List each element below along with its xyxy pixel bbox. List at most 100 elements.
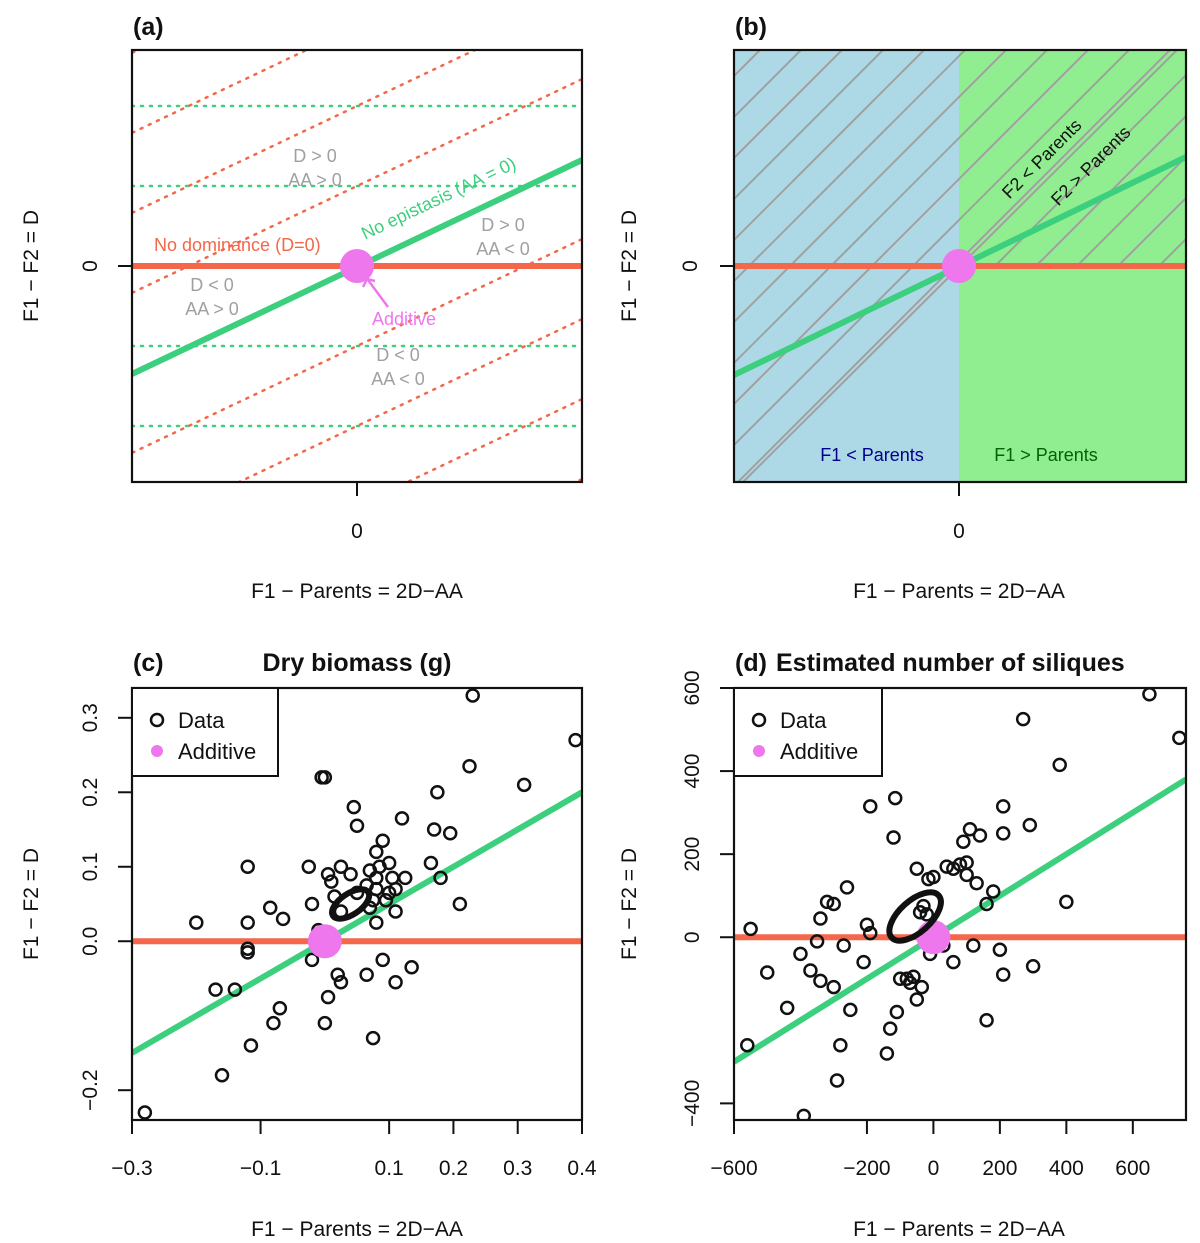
- d-legend-box: [733, 687, 883, 777]
- d-y-axis-label: F1 − F2 = D: [618, 848, 641, 960]
- d-data-point: [839, 880, 855, 895]
- d-data-point: [1172, 730, 1186, 746]
- b-label-f1-less: F1 < Parents: [820, 445, 924, 465]
- b-hatch-line-right-18: [959, 50, 1090, 181]
- c-data-point: [397, 870, 413, 886]
- d-data-point: [995, 826, 1011, 841]
- c-data-point: [240, 915, 255, 930]
- a-additive-point: [340, 249, 374, 283]
- d-data-point: [809, 934, 825, 949]
- d-data-point: [889, 1004, 905, 1020]
- d-data-point: [956, 834, 971, 849]
- d-x-tick-label: 0: [928, 1157, 940, 1180]
- d-data-point: [1052, 757, 1067, 773]
- c-data-point: [465, 688, 480, 703]
- a-dominance-contour-1: [132, 50, 310, 135]
- c-plot-frame: [130, 686, 584, 1122]
- d-data-point: [826, 979, 841, 995]
- a-label-additive: Additive: [372, 309, 436, 329]
- a-dominance-contour-5: [236, 317, 582, 482]
- c-data-point: [346, 799, 362, 815]
- c-y-axis-label: F1 − F2 = D: [20, 848, 43, 960]
- d-legend: Data Additive: [733, 687, 883, 777]
- d-data-point: [979, 896, 994, 912]
- d-no-epistasis-line: [734, 776, 1186, 1065]
- d-data-point: [909, 861, 925, 876]
- c-data-point: [516, 777, 532, 793]
- a-dominance-contour-4: [132, 237, 582, 455]
- d-data-point: [829, 1073, 845, 1088]
- c-data-point: [388, 881, 403, 897]
- b-additive-point: [942, 249, 976, 283]
- d-legend-data-label: Data: [780, 708, 827, 733]
- c-data-point: [378, 893, 394, 908]
- d-legend-additive-label: Additive: [780, 739, 858, 764]
- c-data-point: [359, 967, 374, 983]
- c-no-epistasis-line: [132, 789, 582, 1056]
- c-data-point: [137, 1105, 153, 1120]
- a-y-axis-label: F1 − F2 = D: [20, 210, 43, 322]
- d-data-point: [979, 1013, 994, 1028]
- d-data-point: [796, 1108, 812, 1120]
- c-data-point: [333, 859, 349, 875]
- d-data-point: [992, 942, 1008, 957]
- d-data-point: [1059, 894, 1074, 910]
- a-label-tr-line1: D > 0: [481, 215, 525, 235]
- d-x-tick-label: 600: [1115, 1157, 1150, 1180]
- d-data-point: [856, 954, 871, 970]
- a-label-br-line2: AA < 0: [371, 369, 425, 389]
- d-data-point: [859, 917, 875, 933]
- d-x-tick-label: 200: [982, 1157, 1017, 1180]
- d-data-point: [836, 938, 851, 953]
- a-dominance-contours: [132, 50, 582, 482]
- c-data-point: [423, 855, 439, 871]
- d-x-tick-label: −600: [710, 1157, 757, 1180]
- d-data-point: [863, 799, 878, 814]
- b-hatch-line-right-24: [1116, 196, 1186, 266]
- a-y-tick-label: 0: [79, 260, 102, 272]
- c-data-point: [272, 1001, 288, 1016]
- c-legend-box: [131, 687, 279, 777]
- c-data-points: [137, 688, 582, 1120]
- b-hatch-line-left-19: [734, 50, 959, 482]
- d-data-point: [939, 859, 954, 874]
- c-legend-data-label: Data: [178, 708, 225, 733]
- c-x-tick-label: 0.3: [503, 1157, 532, 1180]
- c-data-point: [365, 1030, 381, 1046]
- c-data-point: [375, 833, 390, 848]
- panel-b-letter: (b): [735, 13, 767, 41]
- c-data-point: [301, 859, 317, 875]
- d-data-point: [833, 1037, 848, 1053]
- b-hatch-line-right-21: [993, 73, 1186, 266]
- a-label-tr-line2: AA < 0: [476, 239, 530, 259]
- d-data-point: [906, 969, 921, 984]
- c-data-point: [275, 911, 291, 927]
- panel-c-title: Dry biomass (g): [263, 649, 452, 677]
- c-y-tick-label: 0.0: [79, 927, 102, 956]
- a-dominance-contour-6: [404, 397, 582, 482]
- b-hatch-line-right-22: [1034, 114, 1186, 266]
- panel-d-title: Estimated number of siliques: [776, 649, 1125, 677]
- a-label-br-line1: D < 0: [376, 345, 420, 365]
- c-y-tick-label: 0.1: [79, 852, 102, 881]
- d-data-point: [843, 1002, 858, 1018]
- d-x-tick-label: 400: [1049, 1157, 1084, 1180]
- a-label-no-dominance: No dominance (D=0): [154, 235, 321, 255]
- d-data-point: [863, 925, 878, 941]
- panel-a-plot-area: [132, 50, 582, 482]
- d-y-tick-label: 200: [681, 837, 704, 872]
- c-data-point: [430, 785, 445, 800]
- c-data-point: [404, 960, 419, 975]
- a-additive-arrowhead: [361, 277, 376, 288]
- d-additive-and-ellipse: [886, 889, 951, 955]
- d-legend-additive-symbol: [753, 745, 765, 757]
- a-x-axis-label: F1 − Parents = 2D−AA: [251, 580, 463, 603]
- b-hatch-line-left-14: [734, 50, 959, 482]
- b-hatch-line-right-16: [959, 50, 1008, 99]
- d-data-point: [985, 884, 1001, 899]
- d-data-point: [1025, 959, 1041, 974]
- c-y-tick-label: −0.2: [79, 1069, 102, 1110]
- c-confidence-ellipse: [329, 886, 373, 922]
- b-hatch-line-left-13: [734, 50, 934, 482]
